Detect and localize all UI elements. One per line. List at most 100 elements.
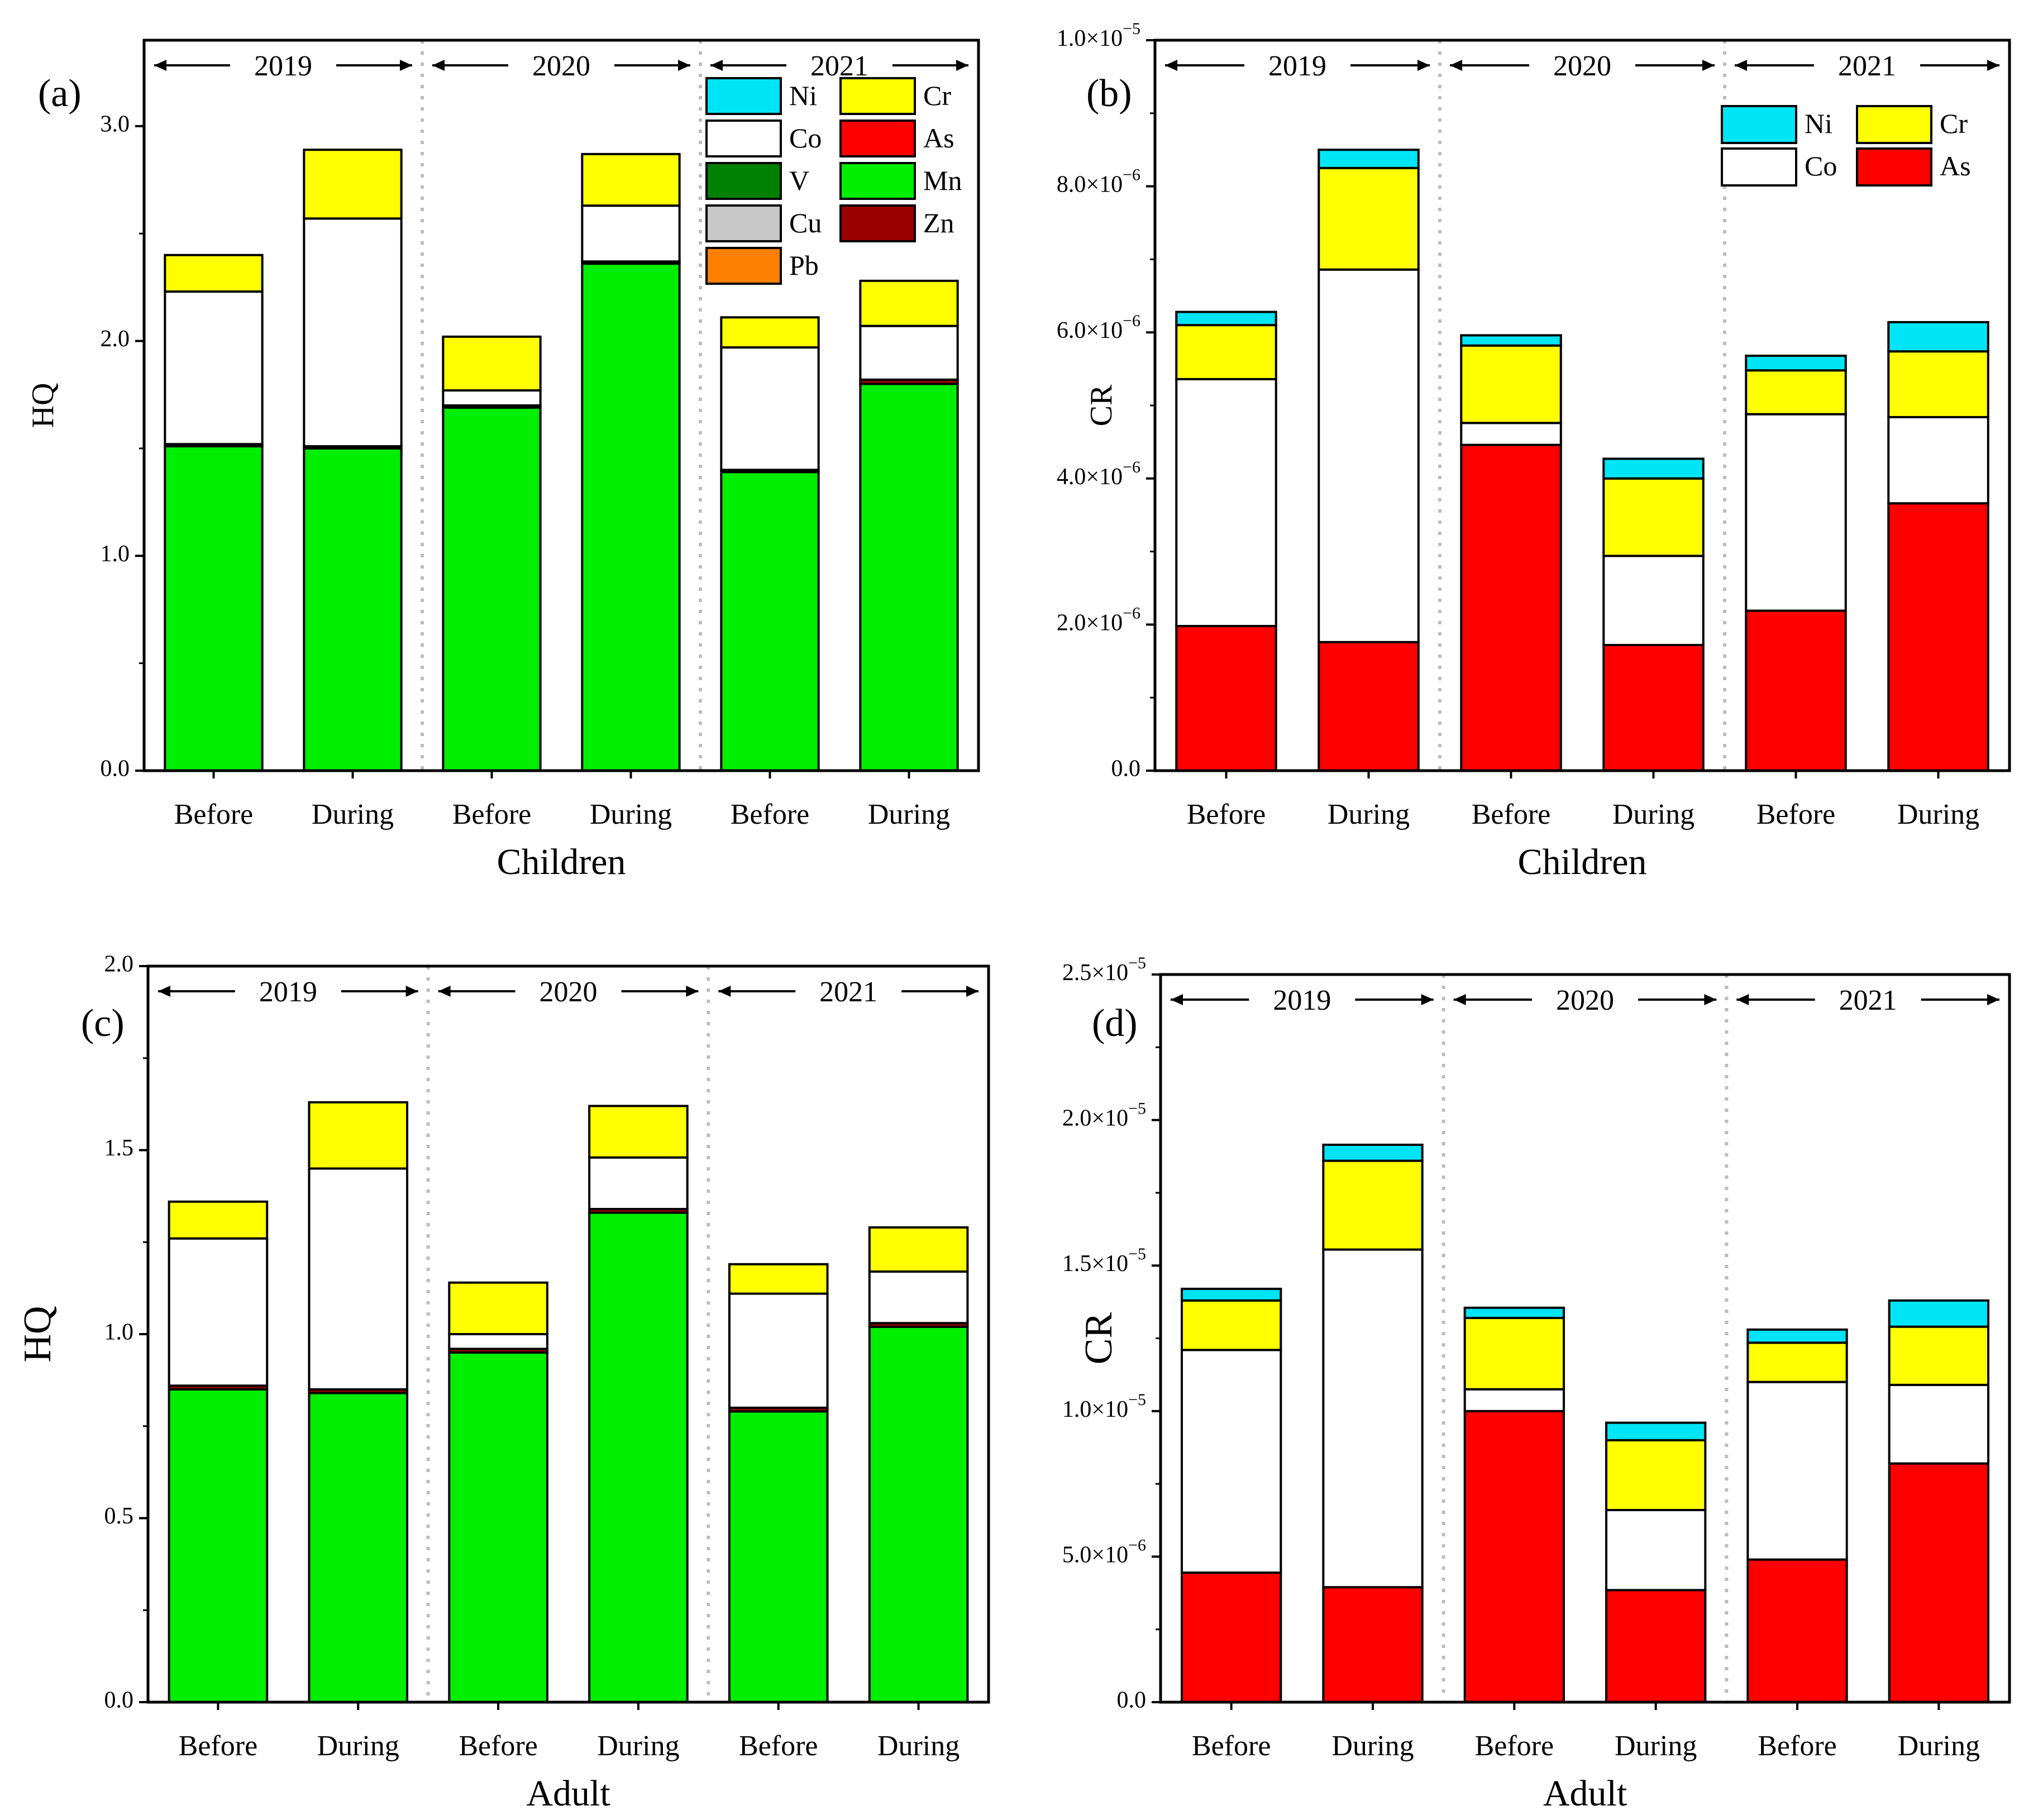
x-tick-label: Before (1757, 799, 1835, 830)
arrowhead-left (158, 986, 170, 997)
y-tick-label: 4.0×10−6 (1057, 458, 1140, 490)
x-tick-label: Before (739, 1730, 818, 1762)
bar-a-1-mn (303, 447, 403, 772)
bar-b-4-cr (1745, 369, 1847, 415)
bar-c-5-co (868, 1270, 969, 1325)
y-tick-label: 1.0×10−5 (1062, 1391, 1146, 1422)
y-axis-title: HQ (16, 1306, 59, 1362)
x-tick-label: Before (1758, 1730, 1836, 1762)
year-label: 2021 (1838, 50, 1896, 82)
arrowhead-left (1171, 994, 1183, 1005)
bar-c-4-cr (728, 1263, 829, 1295)
bar-a-1-cr (303, 149, 403, 220)
legend-swatch-co (1721, 147, 1797, 187)
arrowhead-right (1702, 60, 1715, 71)
bar-d-2-co (1463, 1388, 1565, 1412)
bar-d-5-cr (1888, 1325, 1990, 1386)
y-axis-title: HQ (26, 383, 60, 428)
bar-d-1-cr (1322, 1159, 1424, 1251)
x-tick-label: During (597, 1730, 679, 1762)
bar-a-2-mn (442, 406, 542, 772)
x-tick-label: During (1328, 799, 1410, 830)
bar-b-4-ni (1745, 355, 1847, 372)
bar-b-2-ni (1460, 334, 1562, 347)
x-tick-label: During (877, 1730, 960, 1762)
x-tick-label: Before (459, 1730, 537, 1762)
arrowhead-right (686, 986, 699, 997)
x-axis-title: Children (1518, 842, 1647, 882)
bar-d-0-cr (1181, 1299, 1282, 1351)
year-label: 2020 (532, 50, 590, 82)
bar-d-3-ni (1605, 1421, 1707, 1441)
legend-label: Ni (789, 80, 817, 111)
y-tick-label: 3.0 (101, 112, 130, 137)
bar-b-0-cr (1175, 324, 1277, 380)
legend-a: Ni Cr Co As V Mn Cu Zn Pb (705, 77, 962, 285)
x-tick-label: Before (731, 799, 809, 830)
x-tick-label: Before (1475, 1730, 1554, 1762)
bar-c-1-mn (308, 1392, 409, 1703)
x-tick-label: During (590, 799, 672, 830)
x-axis-title: Children (497, 842, 626, 882)
arrowhead-left (154, 60, 166, 71)
y-tick-label: 0.0 (101, 756, 130, 782)
legend-label: As (923, 122, 954, 154)
arrowhead-left (1736, 994, 1749, 1005)
bar-c-1-co (308, 1167, 409, 1391)
arrowhead-right (678, 60, 690, 71)
bar-d-5-as (1888, 1462, 1990, 1703)
legend-swatch-cu (705, 204, 782, 242)
bar-a-0-cr (164, 254, 264, 293)
x-tick-label: During (1897, 799, 1979, 830)
bar-d-2-as (1463, 1410, 1565, 1704)
arrowhead-left (1735, 60, 1747, 71)
bar-c-3-co (588, 1156, 689, 1210)
legend-swatch-v (705, 162, 782, 200)
bar-c-0-cr (168, 1200, 269, 1240)
bar-b-1-as (1318, 641, 1420, 772)
panel-label: (a) (38, 72, 82, 115)
x-tick-label: During (312, 799, 394, 830)
arrowhead-right (1987, 994, 1999, 1005)
y-axis-title: CR (1084, 384, 1119, 426)
y-axis-title: CR (1077, 1312, 1120, 1365)
arrowhead-right (1417, 60, 1430, 71)
bar-b-5-co (1887, 415, 1989, 505)
bar-b-3-as (1602, 644, 1705, 772)
x-tick-label: During (317, 1730, 399, 1762)
bar-a-4-cr (720, 316, 820, 349)
panel-c: Before During Before During Before During 2019… (16, 952, 990, 1814)
x-tick-label: Before (1472, 799, 1550, 830)
x-tick-label: Before (452, 799, 531, 830)
x-tick-label: Before (1192, 1730, 1271, 1762)
bar-d-4-as (1746, 1558, 1848, 1704)
bar-c-5-mn (868, 1325, 969, 1704)
bar-c-4-co (728, 1292, 829, 1409)
year-label: 2020 (1553, 50, 1611, 82)
bar-a-2-co (442, 389, 542, 407)
bar-d-3-cr (1605, 1439, 1707, 1512)
year-label: 2019 (1273, 985, 1331, 1016)
legend-label: Zn (923, 207, 954, 238)
y-tick-label: 1.0×10−5 (1057, 20, 1140, 51)
bar-d-2-ni (1463, 1306, 1565, 1320)
year-label: 2019 (1268, 50, 1326, 82)
bar-d-1-as (1322, 1586, 1424, 1703)
panel-a: Before During Before During Before During 2019… (26, 39, 980, 882)
legend-swatch-as (1856, 147, 1932, 187)
bar-b-3-ni (1602, 457, 1705, 480)
bar-d-3-as (1605, 1589, 1707, 1703)
bar-b-1-co (1318, 268, 1420, 643)
bar-a-5-cr (859, 279, 959, 327)
bar-d-2-cr (1463, 1317, 1565, 1391)
bar-c-3-cr (588, 1105, 689, 1159)
x-tick-label: Before (1187, 799, 1266, 830)
arrowhead-right (400, 60, 412, 71)
bar-d-1-co (1322, 1248, 1424, 1589)
legend-swatch-ni (1721, 105, 1797, 144)
bar-c-2-cr (448, 1281, 548, 1335)
panel-label: (d) (1092, 1002, 1138, 1045)
year-label: 2021 (819, 976, 877, 1008)
x-tick-label: Before (179, 1730, 257, 1762)
bar-a-0-mn (164, 445, 264, 772)
